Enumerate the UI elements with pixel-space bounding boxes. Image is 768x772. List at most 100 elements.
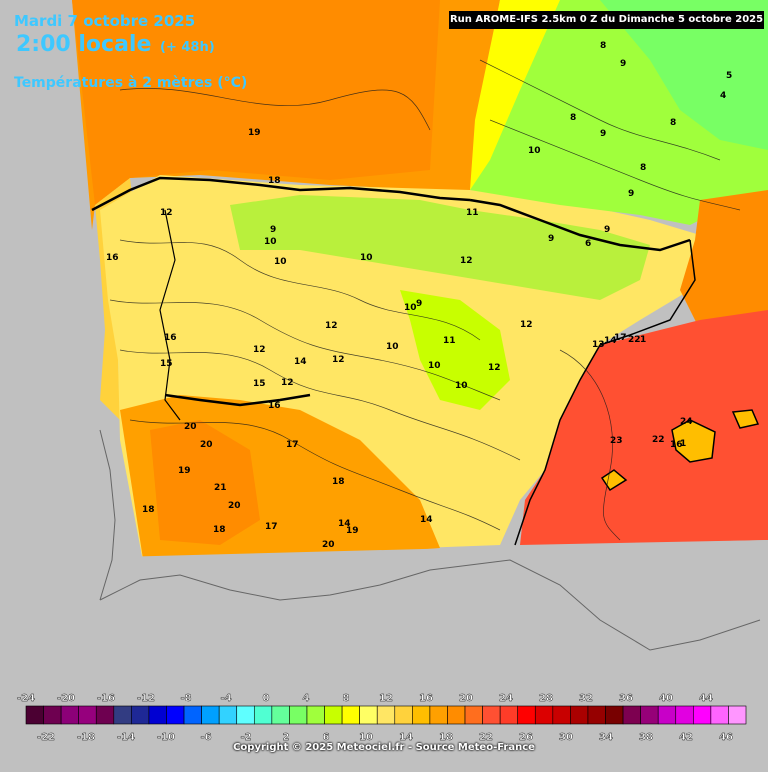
temp-label: 9: [628, 189, 634, 199]
temp-label: 15: [160, 359, 173, 369]
france-yellow-edge: [470, 0, 560, 190]
temp-label: 13: [592, 340, 605, 350]
temp-label: 10: [455, 381, 468, 391]
temp-label: 11: [466, 208, 479, 218]
scale-label-upper: 36: [619, 693, 633, 704]
scale-swatch: [657, 705, 677, 725]
scale-label-upper: 32: [579, 693, 593, 704]
temp-label: 17: [265, 522, 278, 532]
temp-label: 9: [416, 299, 422, 309]
scale-swatch: [95, 705, 115, 725]
scale-swatch: [447, 705, 466, 725]
scale-swatch: [253, 705, 273, 725]
scale-label-lower: -6: [200, 732, 211, 743]
scale-label-upper: 8: [343, 693, 350, 704]
scale-swatch: [25, 705, 44, 725]
scale-label-lower: -14: [117, 732, 135, 743]
scale-label-lower: 10: [359, 732, 373, 743]
scale-label-upper: -4: [220, 693, 231, 704]
scale-swatch: [78, 705, 97, 725]
scale-label-lower: -10: [157, 732, 175, 743]
temp-label: 1: [680, 439, 686, 449]
temp-label: 8: [600, 41, 606, 51]
scale-label-lower: 46: [719, 732, 733, 743]
contours: [109, 59, 741, 541]
temp-label: 10: [274, 257, 287, 267]
scale-label-upper: -12: [137, 693, 155, 704]
sea-biscay-warm: [72, 0, 440, 205]
island-minorca: [731, 409, 760, 429]
scale-swatch: [552, 705, 571, 725]
temp-label: 12: [253, 345, 266, 355]
scale-swatch: [570, 705, 589, 725]
scale-swatch: [218, 705, 238, 725]
scale-label-lower: 2: [283, 732, 290, 743]
scale-swatch: [640, 705, 659, 725]
temp-label: 16: [670, 440, 683, 450]
scale-swatch: [271, 705, 290, 725]
temp-label: 17: [286, 440, 299, 450]
temp-label: 22: [628, 335, 641, 345]
pyrenees-border: [469, 198, 691, 252]
scale-label-upper: 12: [379, 693, 393, 704]
scale-swatch: [183, 705, 202, 725]
temp-label: 10: [528, 146, 541, 156]
temp-label: 19: [178, 466, 191, 476]
outside-coast-portugal: [99, 429, 116, 601]
temp-label: 8: [670, 118, 676, 128]
east-coast: [514, 239, 696, 546]
scale-label-upper: -8: [180, 693, 191, 704]
scale-swatch: [517, 705, 536, 725]
scale-swatch: [376, 705, 396, 725]
forecast-lead: (+ 48h): [160, 40, 215, 55]
scale-label-upper: 28: [539, 693, 553, 704]
temp-label: 4: [720, 91, 726, 101]
temp-label: 19: [346, 526, 359, 536]
temp-label: 20: [228, 501, 241, 511]
scale-swatch: [166, 705, 185, 725]
scale-swatch: [359, 705, 378, 725]
run-info: Run AROME-IFS 2.5km 0 Z du Dimanche 5 oc…: [449, 11, 764, 29]
outside-coast-south: [99, 559, 761, 651]
temp-label: 19: [248, 128, 261, 138]
temp-label: 12: [325, 321, 338, 331]
scale-swatch: [148, 705, 167, 725]
land-green-central: [400, 290, 510, 410]
temp-label: 14: [420, 515, 433, 525]
temp-label: 8: [640, 163, 646, 173]
temp-label: 12: [160, 208, 173, 218]
temp-label: 12: [520, 320, 533, 330]
temp-label: 18: [268, 176, 281, 186]
scale-swatch: [324, 705, 343, 725]
portugal-border: [159, 209, 181, 421]
scale-label-lower: 42: [679, 732, 693, 743]
land-france-cool: [600, 0, 768, 150]
temp-label: 10: [428, 361, 441, 371]
temp-label: 11: [443, 336, 456, 346]
temp-label: 9: [604, 225, 610, 235]
temp-label: 10: [360, 253, 373, 263]
temp-label: 17: [614, 333, 627, 343]
scale-swatch: [675, 705, 694, 725]
north-coast: [91, 176, 471, 212]
temp-label: 24: [680, 417, 693, 427]
temp-label: 18: [332, 477, 345, 487]
scale-label-upper: 20: [459, 693, 473, 704]
scale-swatch: [236, 705, 255, 725]
scale-label-lower: 34: [599, 732, 613, 743]
scale-label-upper: 4: [303, 693, 310, 704]
temp-label: 5: [726, 71, 732, 81]
scale-swatch: [728, 705, 747, 725]
scale-label-upper: 0: [263, 693, 270, 704]
scale-label-upper: -24: [17, 693, 35, 704]
outside-land-south: [0, 540, 768, 684]
variable-title: Températures à 2 mètres (°C): [14, 75, 248, 91]
temp-label: 8: [570, 113, 576, 123]
scale-label-lower: 38: [639, 732, 653, 743]
scale-swatch: [60, 705, 79, 725]
scale-label-lower: 26: [519, 732, 533, 743]
temp-label: 14: [338, 519, 351, 529]
temp-label: 20: [184, 422, 197, 432]
temp-label: 22: [652, 435, 665, 445]
temp-label: 9: [270, 225, 276, 235]
